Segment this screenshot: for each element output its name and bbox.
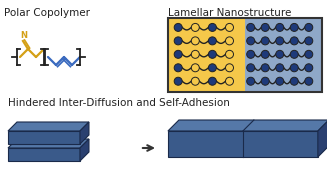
Circle shape: [247, 64, 255, 72]
Circle shape: [276, 23, 284, 31]
Circle shape: [226, 37, 233, 45]
Circle shape: [261, 37, 269, 45]
Circle shape: [247, 23, 255, 31]
Circle shape: [290, 37, 298, 45]
Circle shape: [305, 77, 313, 85]
Polygon shape: [168, 131, 318, 157]
Circle shape: [191, 50, 199, 58]
Circle shape: [174, 77, 182, 85]
Circle shape: [261, 23, 269, 31]
Circle shape: [247, 50, 255, 58]
Polygon shape: [80, 122, 89, 144]
Polygon shape: [80, 139, 89, 161]
Bar: [245, 18, 322, 92]
Polygon shape: [8, 122, 89, 131]
Text: Lamellar Nanostructure: Lamellar Nanostructure: [168, 8, 291, 18]
Circle shape: [290, 50, 298, 58]
Text: Hindered Inter-Diffusion and Self-Adhesion: Hindered Inter-Diffusion and Self-Adhesi…: [8, 98, 230, 108]
Circle shape: [208, 37, 216, 45]
Circle shape: [226, 64, 233, 72]
Circle shape: [174, 50, 182, 58]
Circle shape: [226, 77, 233, 85]
Circle shape: [174, 64, 182, 72]
Circle shape: [261, 77, 269, 85]
Circle shape: [226, 50, 233, 58]
Circle shape: [247, 37, 255, 45]
Text: N: N: [20, 31, 27, 40]
Circle shape: [305, 64, 313, 72]
Circle shape: [261, 64, 269, 72]
Polygon shape: [8, 148, 80, 161]
Circle shape: [290, 23, 298, 31]
Circle shape: [261, 50, 269, 58]
Circle shape: [305, 23, 313, 31]
Circle shape: [276, 77, 284, 85]
Circle shape: [305, 37, 313, 45]
Circle shape: [174, 37, 182, 45]
Circle shape: [191, 37, 199, 45]
Circle shape: [290, 64, 298, 72]
Circle shape: [208, 64, 216, 72]
Circle shape: [247, 77, 255, 85]
Circle shape: [208, 50, 216, 58]
Circle shape: [191, 23, 199, 31]
Circle shape: [191, 64, 199, 72]
Polygon shape: [8, 139, 89, 148]
Polygon shape: [318, 120, 327, 157]
Circle shape: [276, 64, 284, 72]
Circle shape: [276, 37, 284, 45]
Circle shape: [174, 23, 182, 31]
Bar: [168, 18, 322, 92]
Bar: [168, 18, 245, 92]
Polygon shape: [168, 120, 327, 131]
Circle shape: [208, 23, 216, 31]
Circle shape: [290, 77, 298, 85]
Circle shape: [208, 77, 216, 85]
Circle shape: [226, 23, 233, 31]
Circle shape: [191, 77, 199, 85]
Text: Polar Copolymer: Polar Copolymer: [4, 8, 90, 18]
Polygon shape: [8, 131, 80, 144]
Circle shape: [305, 50, 313, 58]
Circle shape: [276, 50, 284, 58]
